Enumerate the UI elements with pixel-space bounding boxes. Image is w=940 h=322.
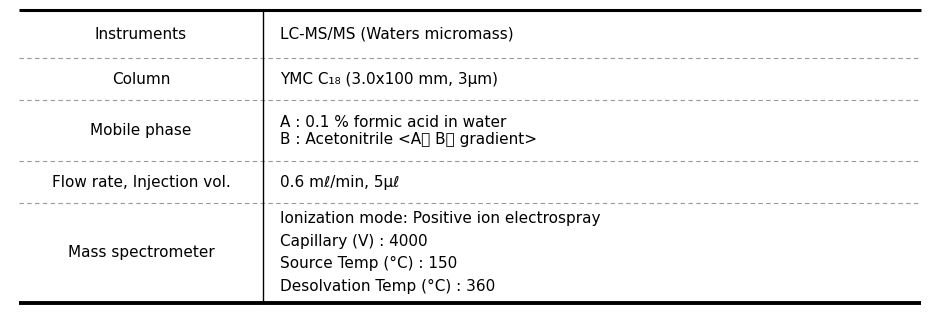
Text: Mass spectrometer: Mass spectrometer — [68, 245, 214, 260]
Text: YMC C₁₈ (3.0x100 mm, 3μm): YMC C₁₈ (3.0x100 mm, 3μm) — [280, 72, 498, 87]
Text: Desolvation Temp (°C) : 360: Desolvation Temp (°C) : 360 — [280, 279, 495, 294]
Text: Source Temp (°C) : 150: Source Temp (°C) : 150 — [280, 256, 458, 271]
Text: Column: Column — [112, 72, 170, 87]
Text: Mobile phase: Mobile phase — [90, 123, 192, 138]
Text: B : Acetonitrile <A와 B의 gradient>: B : Acetonitrile <A와 B의 gradient> — [280, 132, 537, 147]
Text: Instruments: Instruments — [95, 27, 187, 42]
Text: LC-MS/MS (Waters micromass): LC-MS/MS (Waters micromass) — [280, 27, 514, 42]
Text: Ionization mode: Positive ion electrospray: Ionization mode: Positive ion electrospr… — [280, 212, 601, 226]
Text: Capillary (V) : 4000: Capillary (V) : 4000 — [280, 234, 428, 249]
Text: Flow rate, Injection vol.: Flow rate, Injection vol. — [52, 175, 230, 190]
Text: A : 0.1 % formic acid in water: A : 0.1 % formic acid in water — [280, 115, 507, 130]
Text: 0.6 mℓ/min, 5μℓ: 0.6 mℓ/min, 5μℓ — [280, 175, 400, 190]
